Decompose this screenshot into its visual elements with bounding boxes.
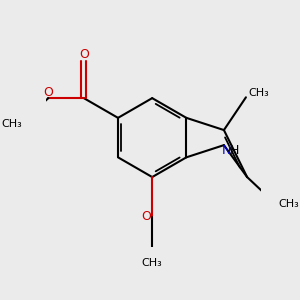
Text: N: N (221, 144, 231, 158)
Text: O: O (44, 86, 53, 99)
Text: O: O (79, 48, 89, 62)
Text: O: O (142, 210, 152, 223)
Text: CH₃: CH₃ (249, 88, 269, 98)
Text: H: H (229, 144, 239, 158)
Text: CH₃: CH₃ (142, 258, 163, 268)
Text: CH₃: CH₃ (1, 119, 22, 129)
Text: CH₃: CH₃ (279, 199, 299, 209)
